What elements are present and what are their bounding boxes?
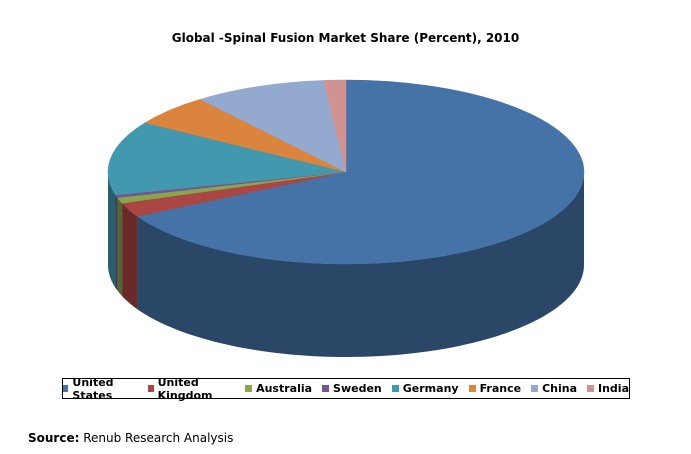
legend-label: United States [72, 375, 114, 402]
legend-swatch [468, 385, 476, 392]
legend-item: Australia [245, 382, 312, 395]
source: Source: Renub Research Analysis [28, 431, 233, 445]
pie-slice [136, 79, 585, 265]
legend-label: Australia [256, 382, 313, 395]
legend-label: United Kingdom [157, 375, 213, 402]
legend-swatch [148, 385, 154, 392]
pie-side [122, 203, 138, 310]
legend-item: United Kingdom [148, 376, 235, 402]
source-text: Renub Research Analysis [83, 431, 234, 445]
legend-label: India [598, 382, 629, 395]
legend-label: Sweden [333, 382, 382, 395]
legend-item: India [587, 382, 629, 395]
legend-swatch [245, 385, 253, 392]
legend-item: Germany [391, 382, 459, 395]
legend-label: France [479, 382, 522, 395]
legend-label: Germany [402, 382, 459, 395]
pie-side [117, 197, 123, 297]
legend-swatch [531, 385, 539, 392]
legend-swatch [63, 385, 69, 392]
legend-swatch [391, 385, 399, 392]
pie-slice [323, 79, 347, 173]
legend-swatch [322, 385, 330, 392]
legend-item: United States [63, 376, 138, 402]
source-label: Source: [28, 431, 80, 445]
legend-item: Sweden [322, 382, 382, 395]
chart-title: Global -Spinal Fusion Market Share (Perc… [171, 31, 520, 45]
pie-slice [199, 80, 347, 173]
pie-slice [107, 122, 347, 196]
legend-swatch [587, 385, 594, 392]
pie-side [137, 172, 584, 357]
legend-item: China [531, 382, 577, 395]
legend-label: China [542, 382, 577, 395]
legend-item: France [468, 382, 522, 395]
legend: United States United Kingdom Australia Swed… [62, 376, 630, 402]
pie-side [108, 172, 116, 288]
pie-side [115, 194, 118, 291]
